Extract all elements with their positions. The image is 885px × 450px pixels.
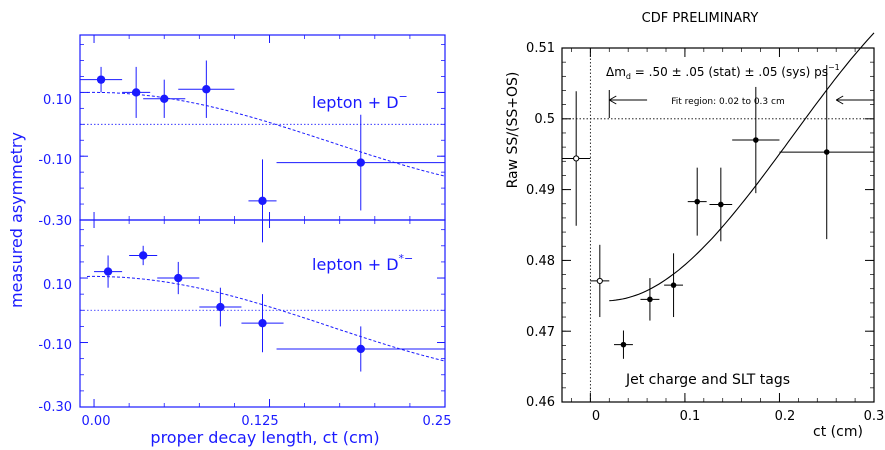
right-y-tick-label: 0.5	[534, 112, 555, 127]
dm-symbol: Δm	[606, 65, 626, 79]
data-point-open	[573, 155, 580, 162]
right-y-tick-label: 0.51	[526, 41, 555, 56]
data-point	[138, 251, 148, 260]
left-bottom-y-tick-label: -0.10	[38, 338, 72, 353]
left-top-panel-marks	[80, 35, 446, 243]
data-point	[647, 296, 653, 303]
data-point	[356, 344, 365, 354]
left-bottom-panel-label: lepton + D*−	[312, 252, 413, 274]
data-point	[96, 75, 106, 84]
left-top-label-main: lepton + D	[312, 93, 399, 112]
dm-exponent: −1	[828, 63, 840, 72]
data-point	[620, 341, 627, 348]
right-y-tick-label: 0.48	[526, 254, 555, 269]
data-point	[670, 282, 677, 288]
left-x-tick-label: 0.25	[423, 414, 452, 429]
right-y-tick-label: 0.49	[526, 183, 555, 198]
left-top-y-tick-label: -0.10	[38, 153, 72, 168]
data-point	[718, 201, 724, 208]
data-point	[694, 198, 700, 205]
left-bottom-label-sup: *−	[399, 252, 414, 265]
fit-region-label: Fit region: 0.02 to 0.3 cm	[671, 97, 784, 107]
dm-annotation: Δmd = .50 ± .05 (stat) ± .05 (sys) ps−1	[606, 63, 840, 81]
left-top-y-tick-label: -0.30	[38, 214, 72, 229]
left-bottom-y-tick-label: -0.30	[38, 400, 72, 415]
data-point	[753, 137, 759, 143]
fit-curve	[86, 275, 446, 362]
data-point	[216, 302, 225, 312]
fit-region-left-arrowhead	[609, 95, 617, 105]
right-y-axis-label: Raw SS/(SS+OS)	[505, 72, 521, 189]
right-x-tick-label: 0	[592, 409, 600, 424]
right-x-tick-label: 0.2	[775, 409, 796, 424]
fit-region-right-arrowhead	[835, 95, 844, 105]
left-x-tick-label: 0.125	[241, 414, 278, 429]
left-x-axis-label: proper decay length, ct (cm)	[150, 428, 379, 447]
data-point	[174, 273, 183, 283]
data-point	[356, 158, 365, 167]
data-point-open	[596, 277, 603, 285]
fit-curve	[86, 91, 446, 177]
left-chart: measured asymmetry proper decay length, …	[7, 34, 452, 447]
right-chart-marks	[562, 32, 875, 403]
data-point	[160, 94, 169, 103]
left-x-tick-label: 0.00	[82, 414, 111, 429]
left-bottom-y-tick-label: 0.10	[43, 278, 72, 293]
left-bottom-label-main: lepton + D	[312, 255, 399, 274]
footer-label: Jet charge and SLT tags	[625, 372, 790, 388]
right-y-tick-label: 0.46	[526, 395, 555, 410]
data-point	[131, 88, 141, 97]
dm-subscript: d	[626, 72, 631, 81]
data-point	[258, 318, 267, 328]
data-point	[202, 85, 211, 94]
right-x-tick-label: 0.3	[864, 409, 885, 424]
data-point	[823, 149, 830, 155]
data-point	[258, 196, 267, 206]
left-bottom-panel-marks	[80, 220, 446, 408]
right-chart-title: CDF PRELIMINARY	[642, 11, 759, 26]
fit-curve	[609, 32, 875, 302]
right-x-tick-label: 0.1	[680, 409, 701, 424]
left-y-axis-label: measured asymmetry	[7, 132, 26, 308]
data-point	[103, 267, 113, 276]
right-x-axis-label: ct (cm)	[813, 424, 863, 440]
dm-value: = .50 ± .05 (stat) ± .05 (sys) ps	[631, 65, 828, 79]
left-top-panel-label: lepton + D−	[312, 90, 408, 112]
left-top-label-sup: −	[399, 90, 408, 103]
right-y-tick-label: 0.47	[526, 325, 555, 340]
right-chart: CDF PRELIMINARY Raw SS/(SS+OS) ct (cm) 0…	[505, 11, 884, 440]
left-top-y-tick-label: 0.10	[43, 93, 72, 108]
right-plot-frame	[561, 47, 875, 403]
